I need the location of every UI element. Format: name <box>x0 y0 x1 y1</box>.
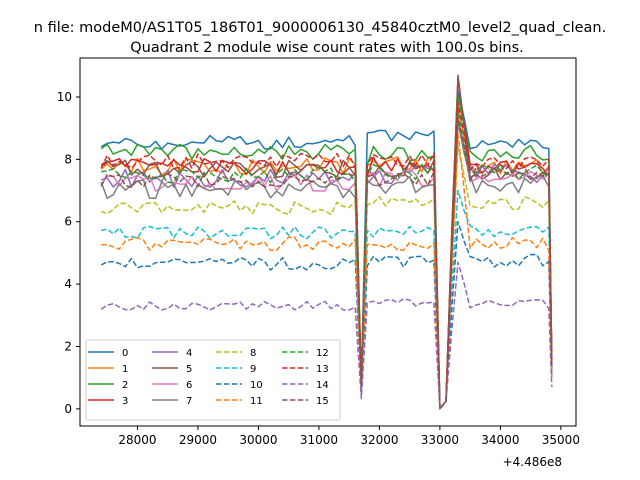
legend-label-3: 3 <box>122 396 128 407</box>
x-axis-offset-label: +4.486e8 <box>503 455 562 469</box>
figure-suptitle: n file: modeM0/AS1T05_186T01_9000006130_… <box>34 20 606 36</box>
x-tick-label: 29000 <box>179 433 217 447</box>
series-line-10 <box>100 220 553 410</box>
legend-label-0: 0 <box>122 348 128 359</box>
legend-label-2: 2 <box>122 380 128 391</box>
y-tick-label: 8 <box>64 152 72 166</box>
y-axis: 0 2 4 6 8 10 <box>57 90 80 416</box>
series-line-8 <box>100 146 553 410</box>
series-line-12 <box>101 111 553 410</box>
legend-frame <box>85 339 341 421</box>
y-tick-label: 2 <box>64 339 72 353</box>
series-line-0 <box>100 89 553 410</box>
x-tick-label: 34000 <box>481 433 519 447</box>
legend-label-15: 15 <box>316 396 329 407</box>
x-tick-label: 31000 <box>300 433 338 447</box>
x-tick-label: 28000 <box>118 433 156 447</box>
legend-label-14: 14 <box>316 380 329 391</box>
series-line-13 <box>100 102 553 410</box>
y-tick-label: 0 <box>64 402 72 416</box>
series-line-2 <box>100 96 553 410</box>
series-line-7 <box>100 121 553 410</box>
legend-label-11: 11 <box>250 396 263 407</box>
legend-label-9: 9 <box>250 364 256 375</box>
legend-label-5: 5 <box>186 364 192 375</box>
y-tick-label: 6 <box>64 215 72 229</box>
y-tick-label: 10 <box>57 90 72 104</box>
y-tick-label: 4 <box>64 277 72 291</box>
legend-label-10: 10 <box>250 380 263 391</box>
x-tick-label: 33000 <box>421 433 459 447</box>
legend-label-7: 7 <box>186 396 192 407</box>
legend-label-6: 6 <box>186 380 192 391</box>
legend-label-4: 4 <box>186 348 192 359</box>
plot-area-frame <box>79 57 577 427</box>
legend-label-13: 13 <box>316 364 329 375</box>
legend-label-1: 1 <box>122 364 128 375</box>
chart-title: Quadrant 2 module wise count rates with … <box>130 40 524 56</box>
series-layer <box>100 74 553 410</box>
x-axis: 28000 29000 30000 31000 32000 33000 34000 35000 <box>118 426 580 447</box>
x-tick-label: 32000 <box>360 433 398 447</box>
series-line-14 <box>100 261 553 410</box>
x-tick-label: 35000 <box>542 433 580 447</box>
legend-label-12: 12 <box>316 348 329 359</box>
series-line-11 <box>101 133 553 410</box>
legend-label-8: 8 <box>250 348 256 359</box>
series-line-5 <box>100 74 553 410</box>
x-tick-label: 30000 <box>239 433 277 447</box>
series-line-15 <box>100 118 553 410</box>
